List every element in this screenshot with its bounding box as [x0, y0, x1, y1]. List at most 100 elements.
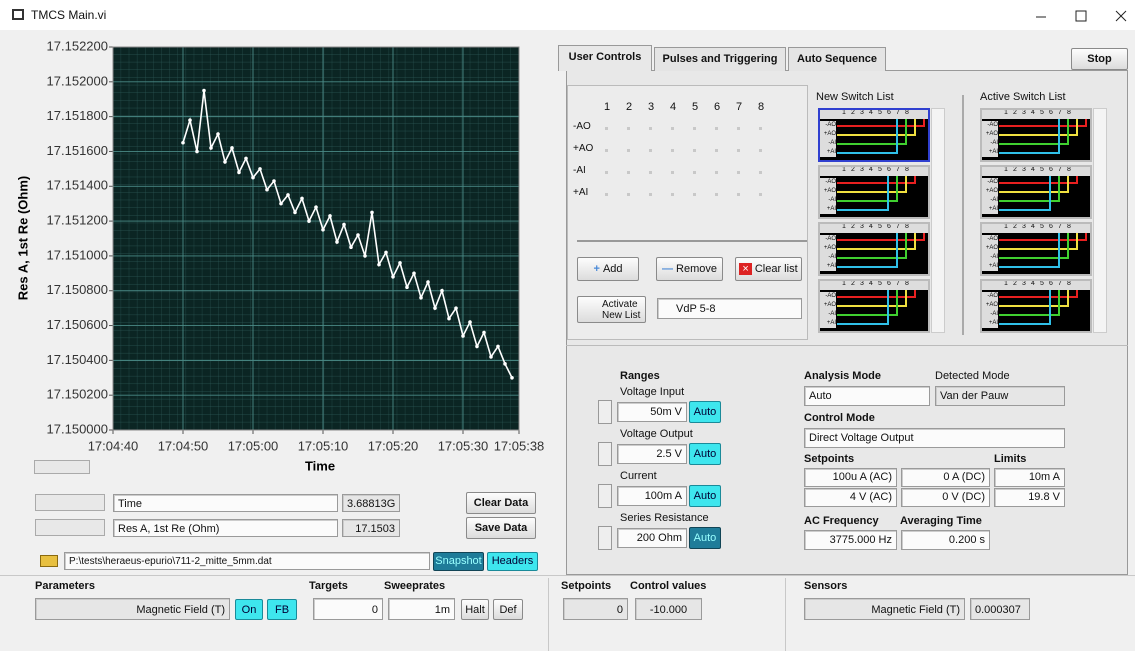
remove-button[interactable]: — Remove	[656, 257, 723, 281]
matrix-cell[interactable]	[605, 149, 608, 152]
switch-config[interactable]: 1 2 3 4 5 6 7 8 -AO +AO -AI +AI	[818, 165, 930, 219]
matrix-cell[interactable]	[759, 149, 762, 152]
activate-button[interactable]: Activate New List	[577, 296, 646, 323]
matrix-cell[interactable]	[671, 127, 674, 130]
parameter-select[interactable]: Magnetic Field (T)	[35, 598, 230, 620]
data-point	[433, 306, 437, 310]
mini-wire	[999, 209, 1050, 211]
matrix-cell[interactable]	[693, 171, 696, 174]
tab[interactable]: User Controls	[558, 45, 652, 71]
setpoint-field[interactable]: 4 V (AC)	[804, 488, 897, 507]
control-mode[interactable]: Direct Voltage Output	[804, 428, 1065, 448]
setpoint-field[interactable]: 19.8 V	[994, 488, 1065, 507]
snapshot-button[interactable]: Snapshot	[433, 552, 484, 571]
matrix-cell[interactable]	[715, 127, 718, 130]
tab[interactable]: Pulses and Triggering	[654, 47, 786, 71]
matrix-cell[interactable]	[759, 193, 762, 196]
range-value[interactable]: 100m A	[617, 486, 687, 506]
spinner[interactable]	[598, 484, 612, 508]
matrix-cell[interactable]	[671, 171, 674, 174]
mini-wire	[999, 323, 1050, 325]
matrix-cell[interactable]	[693, 127, 696, 130]
data-point	[223, 160, 227, 164]
range-value[interactable]: 50m V	[617, 402, 687, 422]
range-value[interactable]: 2.5 V	[617, 444, 687, 464]
switch-config[interactable]: 1 2 3 4 5 6 7 8 -AO +AO -AI +AI	[980, 165, 1092, 219]
target-input[interactable]: 0	[313, 598, 383, 620]
scrollbar[interactable]	[931, 108, 945, 333]
switch-config[interactable]: 1 2 3 4 5 6 7 8 -AO +AO -AI +AI	[818, 108, 930, 162]
stop-button[interactable]: Stop	[1071, 48, 1128, 70]
cursor-name[interactable]: Time	[113, 494, 338, 512]
setpoint-field[interactable]: 100u A (AC)	[804, 468, 897, 487]
folder-icon[interactable]	[40, 555, 58, 567]
matrix-cell[interactable]	[671, 149, 674, 152]
matrix-cell[interactable]	[605, 127, 608, 130]
file-path[interactable]: P:\tests\heraeus-epurio\711-2_mitte_5mm.…	[64, 552, 430, 570]
scrollbar[interactable]	[1093, 108, 1107, 333]
averaging-time[interactable]: 0.200 s	[901, 530, 990, 550]
matrix-cell[interactable]	[693, 149, 696, 152]
preset-select[interactable]: VdP 5-8	[657, 298, 802, 319]
matrix-cell[interactable]	[759, 171, 762, 174]
auto-button[interactable]: Auto	[689, 401, 721, 423]
setpoint-field[interactable]: 10m A	[994, 468, 1065, 487]
auto-button[interactable]: Auto	[689, 443, 721, 465]
data-point	[510, 375, 514, 380]
spinner[interactable]	[598, 526, 612, 550]
auto-button[interactable]: Auto	[689, 527, 721, 549]
clear-data-button[interactable]: Clear Data	[466, 492, 536, 514]
graph-tools[interactable]	[34, 460, 90, 474]
on-button[interactable]: On	[235, 599, 263, 620]
halt-button[interactable]: Halt	[461, 599, 489, 620]
mini-column-label: 7	[1058, 223, 1062, 230]
sweeprate-input[interactable]: 1m	[388, 598, 455, 620]
spinner[interactable]	[598, 442, 612, 466]
cursor-tools[interactable]	[35, 494, 105, 511]
matrix-cell[interactable]	[737, 171, 740, 174]
matrix-cell[interactable]	[627, 193, 630, 196]
matrix-cell[interactable]	[737, 149, 740, 152]
switch-config[interactable]: 1 2 3 4 5 6 7 8 -AO +AO -AI +AI	[818, 222, 930, 276]
matrix-cell[interactable]	[605, 193, 608, 196]
setpoint-field[interactable]: 0 V (DC)	[901, 488, 990, 507]
data-point	[265, 187, 269, 192]
matrix-cell[interactable]	[649, 193, 652, 196]
sensor-select[interactable]: Magnetic Field (T)	[804, 598, 965, 620]
cursor-name[interactable]: Res A, 1st Re (Ohm)	[113, 519, 338, 537]
matrix-cell[interactable]	[715, 149, 718, 152]
range-value[interactable]: 200 Ohm	[617, 528, 687, 548]
def-button[interactable]: Def	[493, 599, 523, 620]
matrix-cell[interactable]	[671, 193, 674, 196]
switch-config[interactable]: 1 2 3 4 5 6 7 8 -AO +AO -AI +AI	[818, 279, 930, 333]
matrix-cell[interactable]	[627, 127, 630, 130]
spinner[interactable]	[598, 400, 612, 424]
matrix-cell[interactable]	[649, 149, 652, 152]
matrix-cell[interactable]	[715, 193, 718, 196]
matrix-cell[interactable]	[649, 127, 652, 130]
matrix-cell[interactable]	[693, 193, 696, 196]
save-data-button[interactable]: Save Data	[466, 517, 536, 539]
switch-config[interactable]: 1 2 3 4 5 6 7 8 -AO +AO -AI +AI	[980, 108, 1092, 162]
matrix-cell[interactable]	[605, 171, 608, 174]
matrix-cell[interactable]	[759, 127, 762, 130]
analysis-mode[interactable]: Auto	[804, 386, 930, 406]
add-button[interactable]: + Add	[577, 257, 639, 281]
matrix-cell[interactable]	[715, 171, 718, 174]
cursor-tools[interactable]	[35, 519, 105, 536]
window-controls[interactable]	[1030, 8, 1130, 24]
clear-list-button[interactable]: × Clear list	[735, 257, 802, 281]
matrix-cell[interactable]	[649, 171, 652, 174]
fb-button[interactable]: FB	[267, 599, 297, 620]
switch-config[interactable]: 1 2 3 4 5 6 7 8 -AO +AO -AI +AI	[980, 222, 1092, 276]
matrix-cell[interactable]	[737, 127, 740, 130]
switch-config[interactable]: 1 2 3 4 5 6 7 8 -AO +AO -AI +AI	[980, 279, 1092, 333]
ac-frequency[interactable]: 3775.000 Hz	[804, 530, 897, 550]
matrix-cell[interactable]	[737, 193, 740, 196]
matrix-cell[interactable]	[627, 171, 630, 174]
matrix-cell[interactable]	[627, 149, 630, 152]
tab[interactable]: Auto Sequence	[788, 47, 886, 71]
headers-button[interactable]: Headers	[487, 552, 538, 571]
setpoint-field[interactable]: 0 A (DC)	[901, 468, 990, 487]
auto-button[interactable]: Auto	[689, 485, 721, 507]
